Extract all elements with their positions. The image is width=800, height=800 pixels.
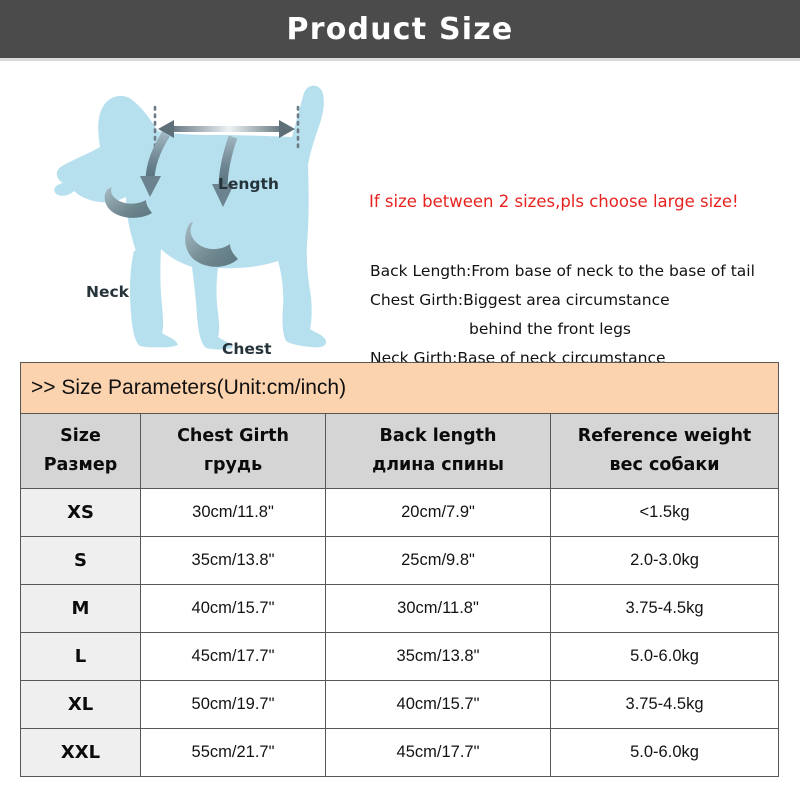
header-chest-girth: Chest Girth грудь xyxy=(140,413,326,489)
header-divider xyxy=(0,58,800,61)
length-label: Length xyxy=(218,175,279,193)
cell-back: 20cm/7.9" xyxy=(325,488,551,537)
chest-arrow xyxy=(212,135,238,207)
description-chest-girth-cont: behind the front legs xyxy=(468,320,632,338)
header-back-ru: длина спины xyxy=(372,455,504,475)
dog-front-leg xyxy=(130,249,167,348)
cell-weight: <1.5kg xyxy=(549,488,780,537)
neck-measure-band xyxy=(104,187,152,218)
cell-chest: 40cm/15.7" xyxy=(140,584,326,633)
cell-back: 25cm/9.8" xyxy=(325,536,551,585)
page-header-bar: Product Size xyxy=(0,0,800,58)
cell-size: XL xyxy=(20,680,141,729)
header-size-ru: Размер xyxy=(43,455,118,475)
cell-weight: 5.0-6.0kg xyxy=(549,728,780,777)
cell-weight: 2.0-3.0kg xyxy=(549,536,780,585)
cell-size: S xyxy=(20,536,141,585)
description-back-length: Back Length:From base of neck to the bas… xyxy=(370,262,755,280)
chest-measure-band xyxy=(185,222,238,267)
size-parameters-banner: >> Size Parameters(Unit:cm/inch) xyxy=(19,362,780,414)
table-header-row: Size Размер Chest Girth грудь Back lengt… xyxy=(20,413,780,489)
cell-chest: 45cm/17.7" xyxy=(140,632,326,681)
header-reference-weight: Reference weight вес собаки xyxy=(549,413,780,489)
cell-chest: 35cm/13.8" xyxy=(140,536,326,585)
header-back-en: Back length xyxy=(379,426,497,446)
cell-weight: 3.75-4.5kg xyxy=(549,680,780,729)
cell-chest: 55cm/21.7" xyxy=(140,728,326,777)
illustration-area: Length Neck Chest If size between 2 size… xyxy=(0,61,800,367)
size-parameters-table: >> Size Parameters(Unit:cm/inch) Size Ра… xyxy=(19,362,780,777)
table-row: M 40cm/15.7" 30cm/11.8" 3.75-4.5kg xyxy=(20,584,780,633)
description-chest-girth: Chest Girth:Biggest area circumstance xyxy=(370,291,670,309)
table-row: S 35cm/13.8" 25cm/9.8" 2.0-3.0kg xyxy=(20,536,780,585)
page-title: Product Size xyxy=(286,11,514,47)
table-row: XXL 55cm/21.7" 45cm/17.7" 5.0-6.0kg xyxy=(20,728,780,777)
header-weight-ru: вес собаки xyxy=(609,455,720,475)
cell-back: 40cm/15.7" xyxy=(325,680,551,729)
header-weight-en: Reference weight xyxy=(577,426,752,446)
cell-back: 45cm/17.7" xyxy=(325,728,551,777)
header-chest-en: Chest Girth xyxy=(177,426,289,446)
size-notice: If size between 2 sizes,pls choose large… xyxy=(369,192,739,211)
cell-weight: 3.75-4.5kg xyxy=(549,584,780,633)
table-row: XS 30cm/11.8" 20cm/7.9" <1.5kg xyxy=(20,488,780,537)
header-chest-ru: грудь xyxy=(203,455,263,475)
measurement-descriptions: Back Length:From base of neck to the bas… xyxy=(370,257,790,373)
chest-label: Chest xyxy=(222,340,272,358)
cell-back: 35cm/13.8" xyxy=(325,632,551,681)
dog-measurement-diagram xyxy=(54,85,327,350)
cell-weight: 5.0-6.0kg xyxy=(549,632,780,681)
neck-label: Neck xyxy=(86,283,129,301)
cell-size: L xyxy=(20,632,141,681)
cell-size: XXL xyxy=(20,728,141,777)
size-table-container: >> Size Parameters(Unit:cm/inch) Size Ра… xyxy=(19,362,780,777)
cell-back: 30cm/11.8" xyxy=(325,584,551,633)
header-size-en: Size xyxy=(60,426,101,446)
length-arrow xyxy=(158,120,295,138)
table-banner-row: >> Size Parameters(Unit:cm/inch) xyxy=(19,362,780,414)
cell-size: M xyxy=(20,584,141,633)
cell-chest: 50cm/19.7" xyxy=(140,680,326,729)
header-size: Size Размер xyxy=(20,413,141,489)
cell-size: XS xyxy=(20,488,141,537)
table-row: XL 50cm/19.7" 40cm/15.7" 3.75-4.5kg xyxy=(20,680,780,729)
dog-silhouette xyxy=(54,85,327,350)
neck-arrow xyxy=(140,131,170,197)
cell-chest: 30cm/11.8" xyxy=(140,488,326,537)
table-row: L 45cm/17.7" 35cm/13.8" 5.0-6.0kg xyxy=(20,632,780,681)
header-back-length: Back length длина спины xyxy=(325,413,551,489)
